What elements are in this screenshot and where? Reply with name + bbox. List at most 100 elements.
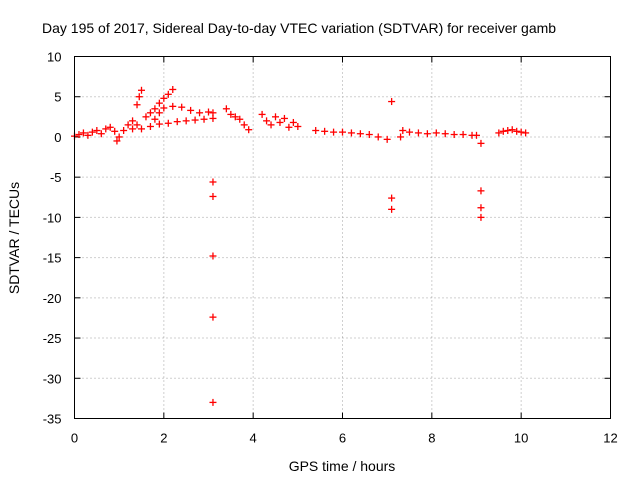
data-point: [499, 127, 507, 135]
data-point: [495, 129, 503, 137]
data-point: [231, 113, 239, 121]
data-point: [504, 127, 512, 135]
data-point: [115, 133, 123, 141]
data-point: [164, 90, 172, 98]
data-point: [169, 85, 177, 93]
data-point: [227, 110, 235, 118]
x-tick-label: 4: [250, 431, 257, 446]
data-point: [111, 127, 119, 135]
data-point: [356, 130, 364, 138]
data-point: [276, 118, 284, 126]
y-tick-label: 5: [54, 90, 61, 105]
data-point: [75, 131, 83, 139]
data-point: [160, 104, 168, 112]
data-point: [312, 127, 320, 135]
data-point: [263, 117, 271, 125]
data-point: [406, 128, 413, 136]
y-tick-label: 10: [47, 50, 61, 65]
data-point: [133, 121, 141, 129]
data-point: [93, 127, 101, 135]
data-point: [321, 127, 329, 135]
data-point: [79, 129, 87, 137]
data-point: [388, 194, 396, 202]
x-tick-label: 8: [428, 431, 435, 446]
data-point: [339, 128, 346, 136]
data-point: [169, 102, 177, 110]
data-point: [97, 130, 105, 138]
data-point: [517, 128, 525, 136]
data-point: [146, 122, 154, 130]
data-point: [191, 116, 199, 124]
data-point: [441, 130, 449, 138]
y-tick-label: -20: [43, 291, 62, 306]
data-point: [209, 178, 217, 186]
data-point: [477, 213, 485, 221]
data-point: [196, 109, 204, 117]
y-axis-label: SDTVAR / TECUs: [6, 182, 22, 294]
data-point: [473, 131, 480, 139]
data-point: [209, 313, 217, 321]
data-point: [365, 131, 373, 139]
data-point: [477, 187, 485, 195]
data-point: [160, 94, 168, 102]
x-axis-label: GPS time / hours: [289, 458, 396, 474]
data-point: [222, 105, 230, 113]
y-tick-label: -25: [43, 331, 62, 346]
data-point: [133, 101, 141, 109]
data-point: [477, 139, 485, 147]
x-tick-label: 0: [71, 431, 78, 446]
y-tick-label: -5: [50, 170, 62, 185]
data-point: [129, 125, 137, 133]
data-point: [374, 133, 382, 141]
data-point: [399, 127, 407, 135]
data-point: [155, 109, 163, 117]
data-point: [294, 122, 302, 130]
data-point: [289, 118, 297, 126]
data-point: [178, 103, 186, 111]
data-point: [200, 115, 208, 123]
data-point: [151, 115, 159, 123]
data-point: [88, 128, 96, 136]
data-point: [240, 121, 248, 129]
data-point: [205, 108, 212, 116]
x-tick-label: 2: [160, 431, 167, 446]
data-point: [280, 114, 288, 122]
data-point: [124, 121, 132, 129]
data-point: [106, 123, 114, 131]
data-point: [102, 125, 110, 133]
data-point: [383, 135, 391, 143]
data-point: [138, 86, 145, 94]
chart-title: Day 195 of 2017, Sidereal Day-to-day VTE…: [42, 20, 556, 36]
y-tick-label: -35: [43, 412, 62, 427]
y-tick-label: 0: [54, 130, 61, 145]
data-point: [450, 131, 458, 139]
data-point: [477, 204, 485, 212]
data-point: [508, 126, 516, 134]
data-point: [285, 123, 293, 131]
data-point: [164, 119, 172, 127]
y-tick-label: -15: [43, 251, 62, 266]
data-point: [522, 129, 530, 137]
x-tick-label: 6: [339, 431, 346, 446]
data-point: [388, 98, 396, 106]
data-point: [113, 137, 121, 145]
data-point: [209, 252, 217, 260]
data-point: [209, 192, 217, 200]
data-point: [330, 128, 338, 136]
data-point: [155, 120, 163, 128]
y-tick-labels: 10 5 0 -5 -10 -15 -20 -25 -30 -35: [43, 50, 62, 427]
data-point: [272, 113, 279, 121]
data-point: [146, 109, 154, 117]
data-point: [388, 205, 396, 213]
data-point: [258, 110, 266, 118]
x-tick-label: 12: [603, 431, 617, 446]
grid-lines: [74, 56, 611, 419]
y-tick-label: -30: [43, 371, 62, 386]
data-point: [84, 131, 92, 139]
data-point: [209, 114, 217, 122]
plot-frame: [74, 56, 611, 419]
data-point: [513, 127, 521, 135]
data-point: [151, 105, 159, 113]
data-point: [209, 398, 217, 406]
data-point: [155, 99, 163, 107]
